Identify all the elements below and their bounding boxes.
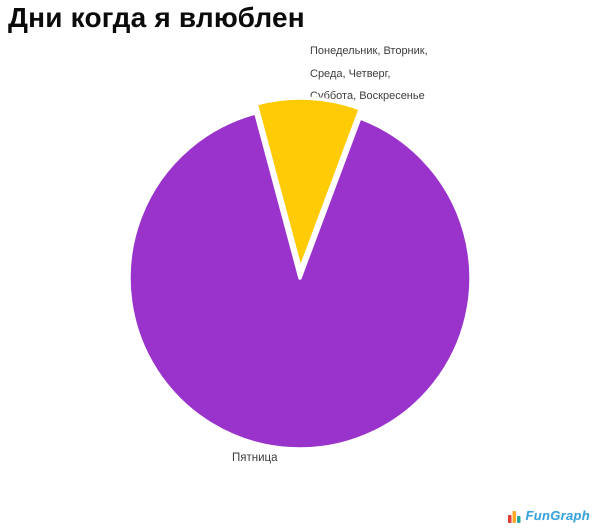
slice-label-line: Суббота, Воскресенье — [310, 90, 425, 102]
pie-slice-friday — [127, 111, 473, 451]
pie-slice-other-days — [254, 96, 363, 271]
slice-label-friday: Пятница — [232, 452, 278, 464]
fungraph-watermark: FunGraph — [508, 508, 590, 523]
slice-label-line: Понедельник, Вторник, — [310, 45, 428, 57]
page-title: Дни когда я влюблен — [8, 2, 305, 33]
slice-label-other-days: Понедельник, Вторник, Среда, Четверг, Су… — [310, 40, 428, 108]
fungraph-logo-icon — [508, 511, 521, 523]
slice-label-line: Среда, Четверг, — [310, 67, 391, 80]
watermark-text: FunGraph — [525, 508, 590, 523]
